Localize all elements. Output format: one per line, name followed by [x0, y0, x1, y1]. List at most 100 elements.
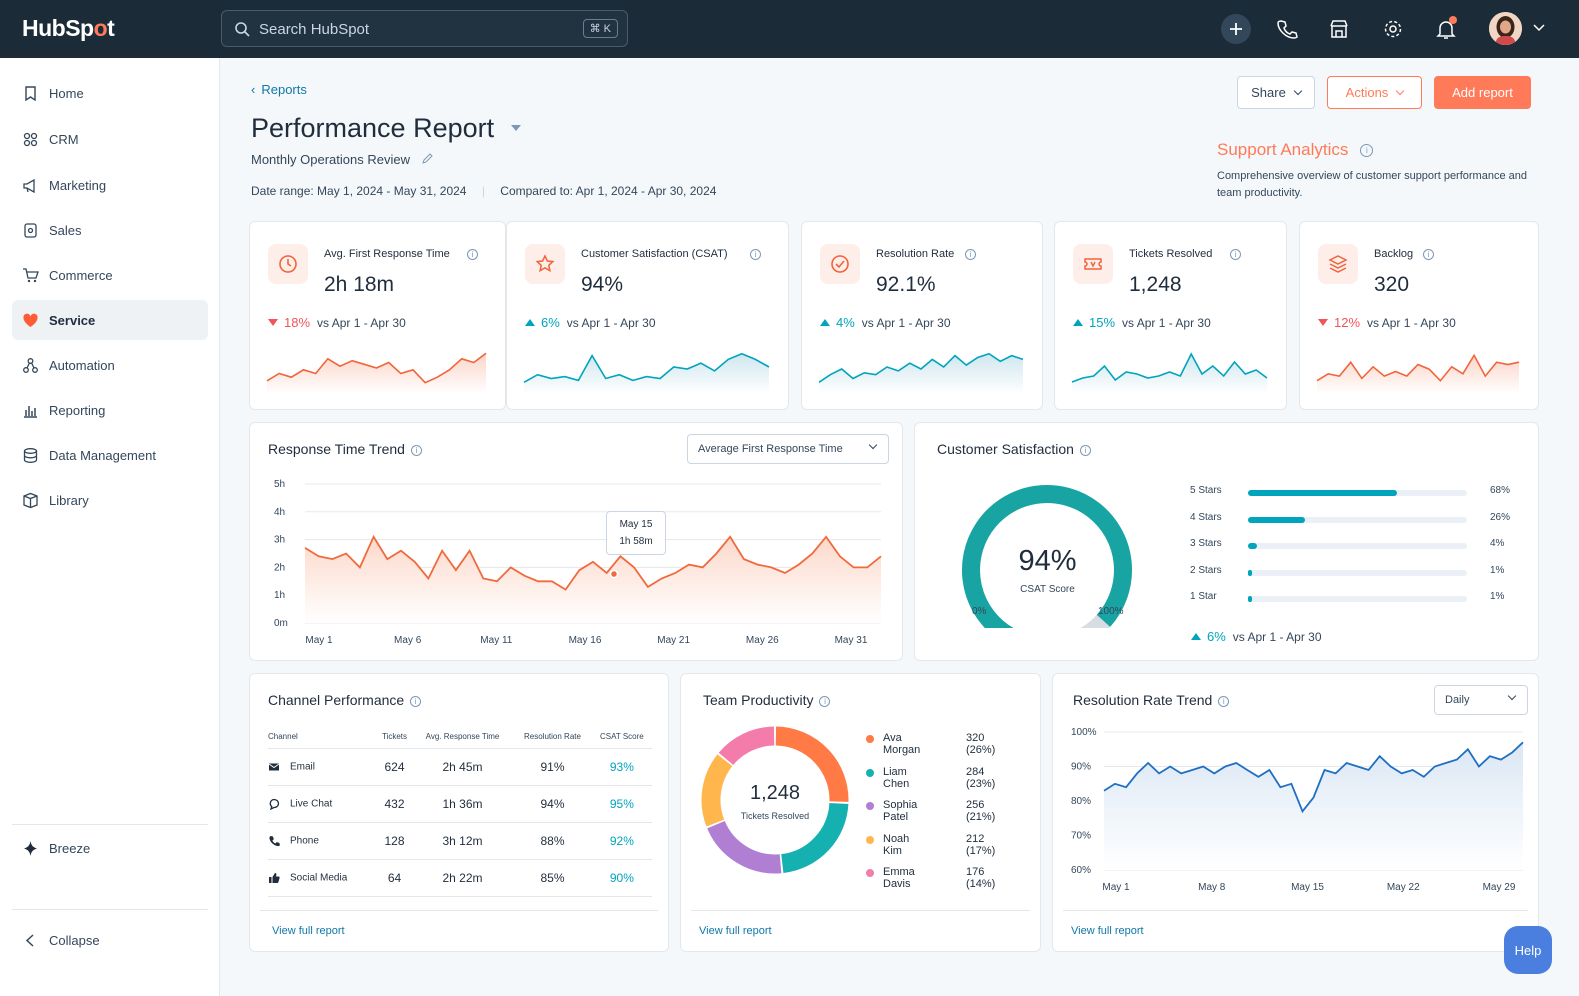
sidebar-item-data-management[interactable]: Data Management: [12, 435, 208, 475]
sidebar-collapse-button[interactable]: Collapse: [12, 920, 208, 960]
granularity-dropdown[interactable]: Daily: [1434, 685, 1528, 715]
automation-icon: [23, 357, 38, 373]
settings-gear-icon[interactable]: [1382, 18, 1404, 40]
sidebar-item-sales[interactable]: Sales: [12, 210, 208, 250]
series-line: [1103, 741, 1524, 814]
table-row[interactable]: Social Media 64 2h 22m 85% 90%: [268, 859, 652, 897]
rating-label: 3 Stars: [1190, 538, 1222, 549]
search-icon: [235, 22, 250, 37]
x-tick-label: May 31: [835, 635, 868, 646]
search-input[interactable]: Search HubSpot ⌘ K: [221, 10, 628, 47]
donut-slice[interactable]: [775, 726, 849, 802]
help-button[interactable]: Help: [1504, 926, 1552, 974]
rating-percent: 4%: [1490, 538, 1505, 549]
create-button[interactable]: [1221, 14, 1251, 44]
phone-icon[interactable]: [1276, 18, 1298, 40]
chat-icon: [269, 798, 280, 810]
y-tick-label: 4h: [274, 507, 285, 518]
donut-slice[interactable]: [701, 754, 733, 827]
title-dropdown-caret-icon[interactable]: [511, 125, 521, 131]
add-report-button[interactable]: Add report: [1434, 76, 1531, 109]
rating-bar-fill: [1248, 596, 1252, 602]
y-tick-label: 100%: [1071, 727, 1097, 738]
sidebar-item-commerce[interactable]: Commerce: [12, 255, 208, 295]
column-header[interactable]: Resolution Rate: [513, 726, 592, 749]
resolution-rate-cell: 91%: [513, 748, 592, 786]
sidebar-item-automation[interactable]: Automation: [12, 345, 208, 385]
donut-slice[interactable]: [707, 820, 782, 874]
column-header[interactable]: Channel: [268, 726, 378, 749]
view-full-report-link[interactable]: View full report: [1071, 925, 1144, 937]
kpi-card[interactable]: Resolution Rate i 92.1% 4% vs Apr 1 - Apr…: [801, 221, 1043, 410]
sidebar-item-home[interactable]: Home: [12, 73, 208, 113]
info-icon[interactable]: i: [750, 249, 761, 260]
team-donut-chart: [701, 726, 849, 874]
sidebar-item-reporting[interactable]: Reporting: [12, 390, 208, 430]
x-tick-label: May 1: [305, 635, 333, 646]
info-icon: i: [1079, 444, 1091, 456]
csat-gauge: [962, 485, 1132, 628]
kpi-card[interactable]: Avg. First Response Time i 2h 18m 18% vs …: [249, 221, 506, 410]
donut-slice[interactable]: [780, 802, 849, 874]
sales-icon: [24, 222, 37, 238]
csat-score-cell: 95%: [591, 785, 652, 823]
contacts-icon: [23, 132, 38, 146]
column-header[interactable]: Avg. Response Time: [411, 726, 514, 749]
kpi-card[interactable]: Backlog i 320 12% vs Apr 1 - Apr 30: [1299, 221, 1539, 410]
kpi-card[interactable]: Customer Satisfaction (CSAT) i 94% 6% vs …: [506, 221, 789, 410]
x-tick-label: May 15: [1291, 882, 1324, 893]
edit-pencil-icon[interactable]: [421, 153, 433, 164]
account-chevron-down-icon[interactable]: [1533, 24, 1545, 32]
x-tick-label: May 21: [657, 635, 690, 646]
user-avatar[interactable]: [1489, 12, 1522, 45]
sidebar-item-marketing[interactable]: Marketing: [12, 165, 208, 205]
share-button[interactable]: Share: [1237, 76, 1315, 109]
card-title: Response Time Trend i: [268, 441, 422, 457]
tickets-cell: 64: [377, 859, 412, 897]
metric-dropdown[interactable]: Average First Response Time: [687, 434, 889, 464]
gauge-min-label: 0%: [972, 606, 987, 617]
kpi-card[interactable]: Tickets Resolved i 1,248 15% vs Apr 1 - A…: [1054, 221, 1287, 410]
legend-color-dot: [866, 869, 874, 877]
table-row[interactable]: Phone 128 3h 12m 88% 92%: [268, 822, 652, 860]
sidebar-item-breeze[interactable]: Breeze: [12, 828, 208, 868]
kpi-value: 2h 18m: [324, 273, 395, 296]
sidebar-item-service[interactable]: Service: [12, 300, 208, 340]
y-tick-label: 5h: [274, 479, 285, 490]
date-range-info: Date range: May 1, 2024 - May 31, 2024 |…: [251, 184, 717, 198]
column-header[interactable]: CSAT Score: [591, 726, 652, 749]
kpi-label: Customer Satisfaction (CSAT): [581, 248, 728, 260]
sidebar-item-library[interactable]: Library: [12, 480, 208, 520]
info-icon[interactable]: i: [965, 249, 976, 260]
marketplace-icon[interactable]: [1328, 18, 1350, 40]
rating-percent: 1%: [1490, 564, 1505, 576]
notifications-bell-icon[interactable]: [1435, 18, 1457, 40]
table-row[interactable]: Email 624 2h 45m 91% 93%: [268, 748, 652, 786]
info-icon[interactable]: i: [1423, 249, 1434, 260]
rating-percent: 26%: [1490, 511, 1511, 523]
view-full-report-link[interactable]: View full report: [272, 925, 345, 937]
ticket-icon: [1084, 258, 1102, 270]
phone-icon: [269, 835, 280, 846]
breadcrumb[interactable]: ‹ Reports: [251, 82, 307, 97]
layers-icon: [1328, 255, 1348, 273]
table-row[interactable]: Live Chat 432 1h 36m 94% 95%: [268, 785, 652, 823]
kpi-delta: 18% vs Apr 1 - Apr 30: [268, 315, 406, 330]
donut-slice[interactable]: [718, 726, 775, 766]
kpi-value: 92.1%: [876, 273, 936, 296]
info-icon[interactable]: i: [467, 249, 478, 260]
view-full-report-link[interactable]: View full report: [699, 925, 772, 937]
kpi-sparkline: [1071, 352, 1268, 394]
info-icon: i: [1218, 695, 1230, 707]
page-subtitle: Monthly Operations Review: [251, 152, 433, 167]
customer-satisfaction-card: Customer Satisfaction i 94% CSAT Score 0%…: [914, 422, 1539, 661]
info-icon[interactable]: i: [1230, 249, 1241, 260]
series-line: [304, 534, 882, 591]
highlight-point[interactable]: [609, 569, 619, 579]
actions-button[interactable]: Actions: [1327, 76, 1422, 109]
hubspot-logo[interactable]: HubSpot: [22, 15, 115, 41]
chevron-down-icon: [1293, 86, 1303, 95]
column-header[interactable]: Tickets: [377, 726, 412, 749]
sidebar-item-crm[interactable]: CRM: [12, 119, 208, 159]
rating-label: 2 Stars: [1190, 564, 1222, 576]
